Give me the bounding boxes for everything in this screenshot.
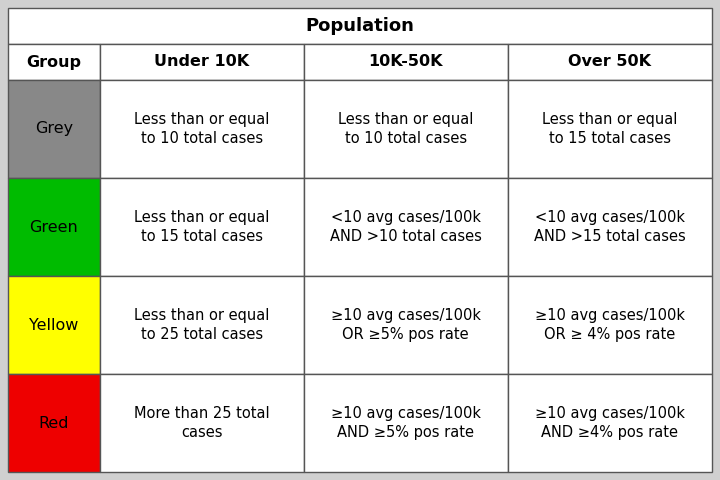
- Text: Green: Green: [30, 219, 78, 235]
- Text: Grey: Grey: [35, 121, 73, 136]
- Text: More than 25 total
cases: More than 25 total cases: [134, 406, 269, 441]
- Bar: [304, 374, 508, 472]
- Bar: [8, 276, 99, 374]
- Text: Less than or equal
to 25 total cases: Less than or equal to 25 total cases: [134, 308, 269, 342]
- Text: Less than or equal
to 10 total cases: Less than or equal to 10 total cases: [338, 112, 474, 146]
- Text: Red: Red: [38, 416, 69, 431]
- Bar: [508, 374, 712, 472]
- Bar: [8, 178, 99, 276]
- Bar: [508, 44, 712, 80]
- Bar: [304, 178, 508, 276]
- Text: 10K-50K: 10K-50K: [369, 55, 443, 70]
- Bar: [99, 44, 304, 80]
- Bar: [99, 178, 304, 276]
- Text: ≥10 avg cases/100k
AND ≥5% pos rate: ≥10 avg cases/100k AND ≥5% pos rate: [330, 406, 481, 441]
- Bar: [8, 44, 99, 80]
- Bar: [304, 80, 508, 178]
- Text: <10 avg cases/100k
AND >10 total cases: <10 avg cases/100k AND >10 total cases: [330, 210, 482, 244]
- Text: ≥10 avg cases/100k
OR ≥5% pos rate: ≥10 avg cases/100k OR ≥5% pos rate: [330, 308, 481, 342]
- Bar: [8, 80, 99, 178]
- Bar: [8, 374, 99, 472]
- Text: Less than or equal
to 10 total cases: Less than or equal to 10 total cases: [134, 112, 269, 146]
- Text: <10 avg cases/100k
AND >15 total cases: <10 avg cases/100k AND >15 total cases: [534, 210, 685, 244]
- Text: Over 50K: Over 50K: [568, 55, 652, 70]
- Text: Less than or equal
to 15 total cases: Less than or equal to 15 total cases: [542, 112, 678, 146]
- Bar: [508, 80, 712, 178]
- Bar: [99, 80, 304, 178]
- Bar: [304, 276, 508, 374]
- Text: Under 10K: Under 10K: [154, 55, 249, 70]
- Text: Group: Group: [26, 55, 81, 70]
- Text: Less than or equal
to 15 total cases: Less than or equal to 15 total cases: [134, 210, 269, 244]
- Bar: [99, 374, 304, 472]
- Text: Yellow: Yellow: [29, 317, 78, 333]
- Text: ≥10 avg cases/100k
AND ≥4% pos rate: ≥10 avg cases/100k AND ≥4% pos rate: [535, 406, 685, 441]
- Text: ≥10 avg cases/100k
OR ≥ 4% pos rate: ≥10 avg cases/100k OR ≥ 4% pos rate: [535, 308, 685, 342]
- Text: Population: Population: [305, 17, 415, 35]
- Bar: [8, 8, 712, 44]
- Bar: [99, 276, 304, 374]
- Bar: [508, 178, 712, 276]
- Bar: [304, 44, 508, 80]
- Bar: [508, 276, 712, 374]
